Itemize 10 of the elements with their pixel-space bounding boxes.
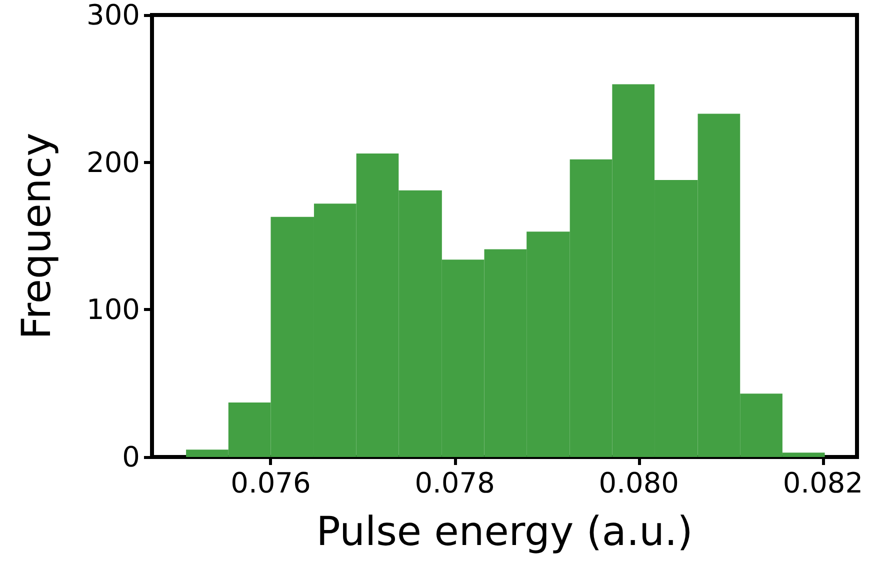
x-axis-title: Pulse energy (a.u.) bbox=[316, 509, 693, 555]
y-tick-label: 0 bbox=[122, 440, 140, 474]
x-tick-label: 0.078 bbox=[414, 466, 495, 500]
y-tick-label: 100 bbox=[86, 293, 140, 326]
x-tick-label: 0.080 bbox=[598, 466, 679, 500]
y-tick-label: 300 bbox=[86, 0, 140, 32]
y-axis-title: Frequency bbox=[14, 132, 60, 340]
y-tick-label: 200 bbox=[86, 146, 140, 179]
x-tick-label: 0.082 bbox=[782, 466, 864, 500]
x-tick-label: 0.076 bbox=[230, 466, 311, 500]
